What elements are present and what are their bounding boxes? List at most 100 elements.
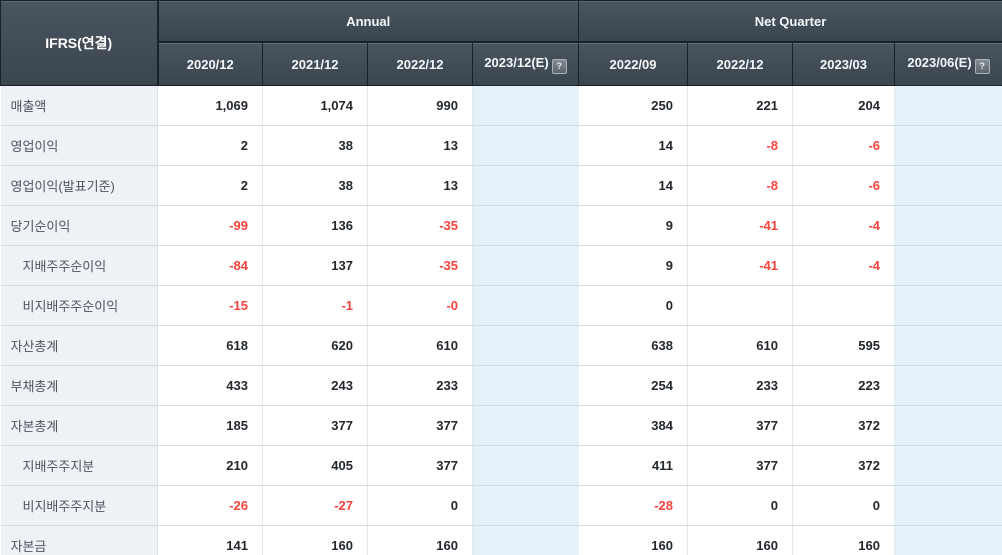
value-cell: [472, 405, 579, 446]
value-cell: [472, 525, 579, 555]
value-cell: -0: [367, 285, 473, 326]
value-cell: 1,074: [262, 85, 368, 126]
value-cell: -15: [157, 285, 263, 326]
value-cell: 38: [262, 125, 368, 166]
column-header-label: 2022/12: [396, 56, 444, 72]
table-corner-header: IFRS(연결): [0, 0, 159, 86]
column-header-2023-03: 2023/03: [792, 41, 895, 86]
value-cell: 377: [367, 405, 473, 446]
value-cell: -8: [687, 125, 793, 166]
value-cell: 223: [792, 365, 895, 406]
row-label-비지배주주지분: 비지배주주지분: [0, 485, 158, 526]
value-cell: [472, 285, 579, 326]
value-cell: [472, 125, 579, 166]
value-cell: 411: [578, 445, 688, 486]
value-cell: -8: [687, 165, 793, 206]
value-cell: 638: [578, 325, 688, 366]
column-header-label: 2021/12: [291, 56, 339, 72]
table-row: 당기순이익 -99 136 -35 9 -41 -4: [0, 205, 1002, 246]
table-row: 부채총계 433 243 233 254 233 223: [0, 365, 1002, 406]
value-cell: 254: [578, 365, 688, 406]
value-cell: 243: [262, 365, 368, 406]
value-cell: 595: [792, 325, 895, 366]
value-cell: [894, 325, 1002, 366]
value-cell: [472, 165, 579, 206]
table-body: 매출액 1,069 1,074 990 250 221 204 영업이익 2 38 13 14 -8 -6…: [0, 85, 1002, 555]
value-cell: [894, 205, 1002, 246]
value-cell: -4: [792, 205, 895, 246]
row-label-영업이익-발표기준: 영업이익(발표기준): [0, 165, 158, 206]
help-icon[interactable]: ?: [974, 58, 990, 74]
value-cell: -28: [578, 485, 688, 526]
value-cell: 160: [578, 525, 688, 555]
table-row: 영업이익 2 38 13 14 -8 -6: [0, 125, 1002, 166]
value-cell: -35: [367, 245, 473, 286]
column-group-annual: Annual: [157, 0, 579, 43]
value-cell: 160: [792, 525, 895, 555]
column-header-2021-12: 2021/12: [262, 41, 368, 86]
value-cell: [894, 445, 1002, 486]
value-cell: 610: [367, 325, 473, 366]
value-cell: [894, 245, 1002, 286]
value-cell: 990: [367, 85, 473, 126]
value-cell: 136: [262, 205, 368, 246]
value-cell: 9: [578, 205, 688, 246]
value-cell: -26: [157, 485, 263, 526]
table-row: 지배주주지분 210 405 377 411 377 372: [0, 445, 1002, 486]
value-cell: -1: [262, 285, 368, 326]
row-label-비지배주주순이익: 비지배주주순이익: [0, 285, 158, 326]
value-cell: 160: [367, 525, 473, 555]
row-label-지배주주지분: 지배주주지분: [0, 445, 158, 486]
row-label-부채총계: 부채총계: [0, 365, 158, 406]
value-cell: 377: [687, 445, 793, 486]
column-header-label: 2022/09: [609, 56, 657, 72]
value-cell: 384: [578, 405, 688, 446]
value-cell: 13: [367, 165, 473, 206]
table-row: 자본총계 185 377 377 384 377 372: [0, 405, 1002, 446]
value-cell: [472, 245, 579, 286]
value-cell: 221: [687, 85, 793, 126]
value-cell: -99: [157, 205, 263, 246]
value-cell: 377: [687, 405, 793, 446]
value-cell: [472, 485, 579, 526]
value-cell: -4: [792, 245, 895, 286]
column-header-2022-09: 2022/09: [578, 41, 688, 86]
value-cell: -35: [367, 205, 473, 246]
value-cell: 2: [157, 125, 263, 166]
table-row: 매출액 1,069 1,074 990 250 221 204: [0, 85, 1002, 126]
table-row: 지배주주순이익 -84 137 -35 9 -41 -4: [0, 245, 1002, 286]
column-header-label: 2023/03: [820, 56, 867, 72]
column-header-2020-12: 2020/12: [157, 41, 263, 86]
value-cell: 433: [157, 365, 263, 406]
value-cell: 620: [262, 325, 368, 366]
value-cell: [792, 285, 895, 326]
value-cell: 185: [157, 405, 263, 446]
table-row: 자산총계 618 620 610 638 610 595: [0, 325, 1002, 366]
value-cell: 618: [157, 325, 263, 366]
table-row: 비지배주주지분 -26 -27 0 -28 0 0: [0, 485, 1002, 526]
value-cell: 210: [157, 445, 263, 486]
value-cell: 0: [687, 485, 793, 526]
value-cell: [472, 445, 579, 486]
column-header-2022-12: 2022/12: [687, 41, 793, 86]
value-cell: 13: [367, 125, 473, 166]
value-cell: 160: [262, 525, 368, 555]
value-cell: [894, 125, 1002, 166]
value-cell: 1,069: [157, 85, 263, 126]
value-cell: 250: [578, 85, 688, 126]
row-label-당기순이익: 당기순이익: [0, 205, 158, 246]
value-cell: 141: [157, 525, 263, 555]
column-header-2022-12: 2022/12: [367, 41, 473, 86]
row-label-지배주주순이익: 지배주주순이익: [0, 245, 158, 286]
column-header-label: 2023/12(E): [484, 54, 549, 70]
value-cell: -84: [157, 245, 263, 286]
value-cell: 377: [367, 445, 473, 486]
value-cell: 233: [687, 365, 793, 406]
table-row: 비지배주주순이익 -15 -1 -0 0: [0, 285, 1002, 326]
column-header-label: 2023/06(E): [907, 54, 972, 70]
column-header-2023-12-e: 2023/12(E)?: [472, 41, 579, 86]
column-header-label: 2022/12: [716, 56, 764, 72]
help-icon[interactable]: ?: [551, 58, 567, 74]
value-cell: [472, 85, 579, 126]
